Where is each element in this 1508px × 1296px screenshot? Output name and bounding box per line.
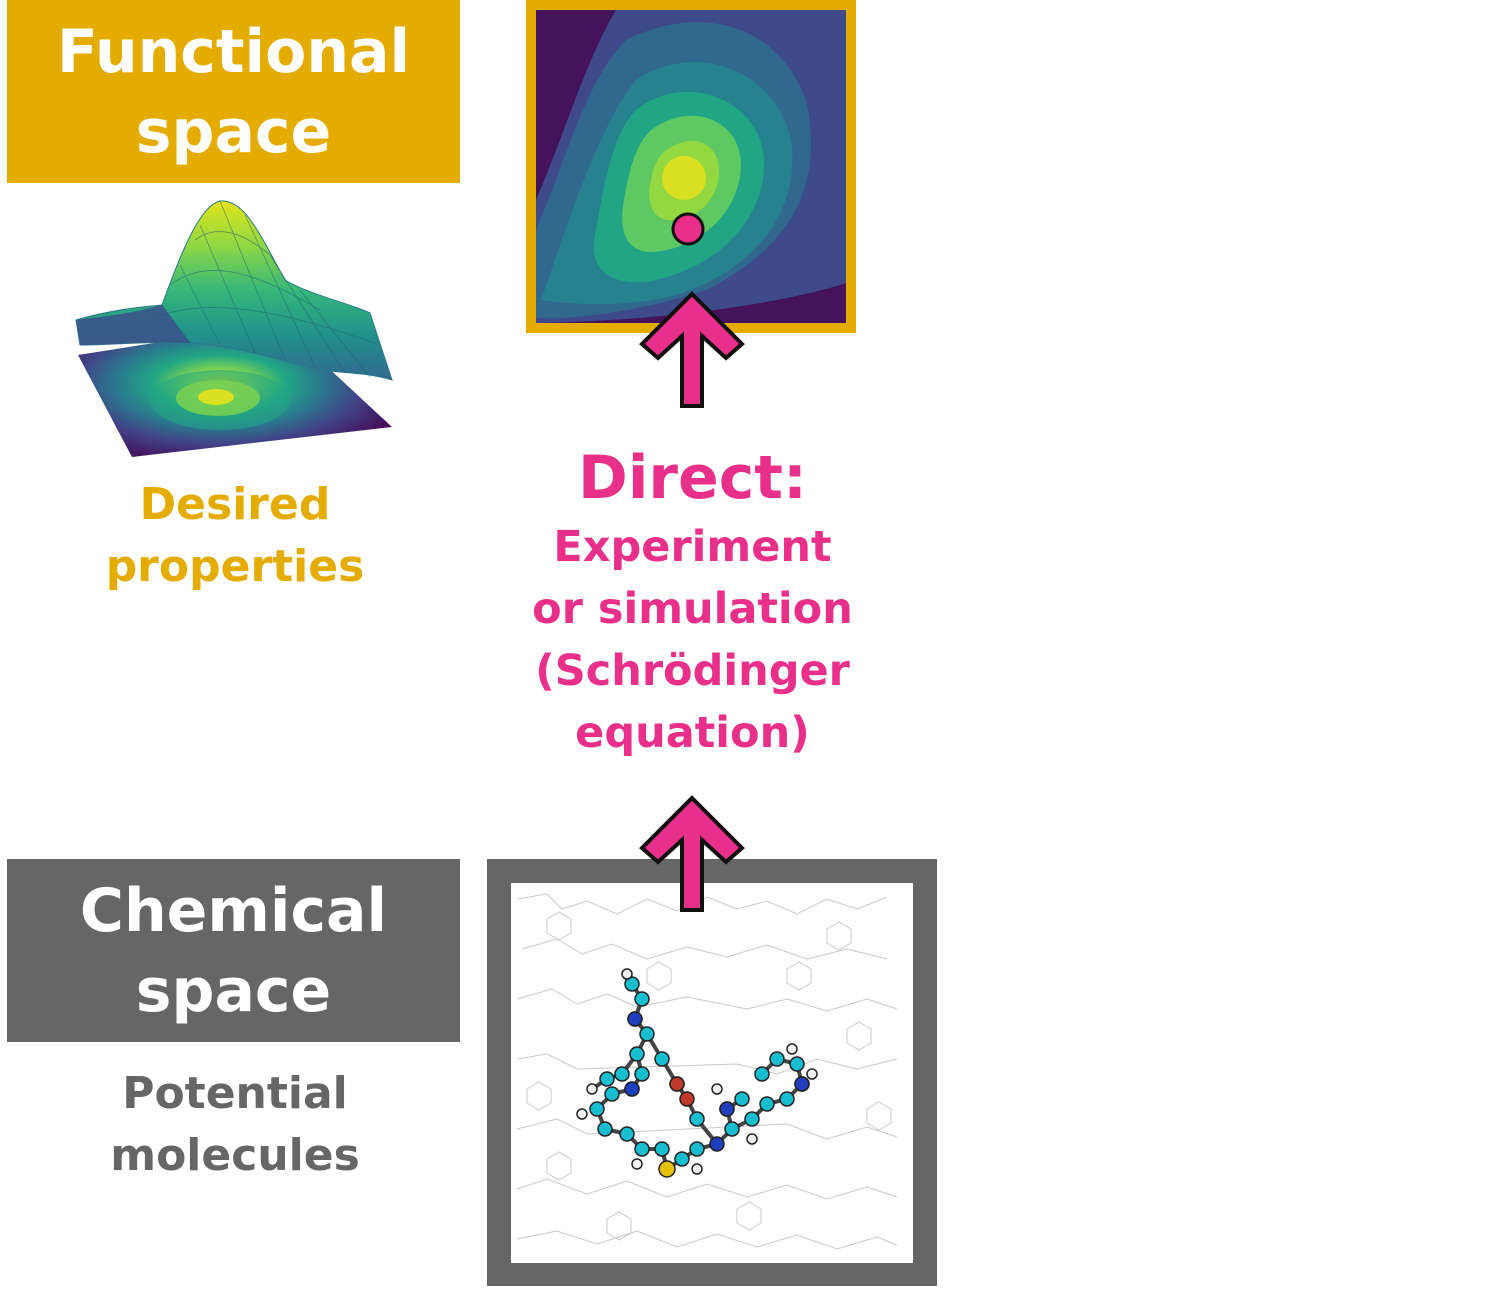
direct-heading: Direct: <box>578 443 807 513</box>
molecule-icon <box>487 859 937 1286</box>
direct-line3: (Schrödinger <box>535 646 850 696</box>
up-arrow-icon <box>639 795 745 912</box>
chemical-space-box: Chemical space <box>7 859 460 1042</box>
functional-space-box: Functional space <box>7 0 460 183</box>
3d-surface-plot-icon <box>75 200 393 457</box>
chemical-space-title-line2: space <box>135 955 332 1026</box>
up-arrow-icon <box>639 291 745 408</box>
functional-caption-line1: Desired <box>139 479 331 530</box>
functional-space-title-line2: space <box>135 96 332 167</box>
chemical-space-title-line1: Chemical <box>79 875 388 946</box>
functional-space-caption: Desired properties <box>60 474 410 598</box>
direct-line4: equation) <box>575 708 810 758</box>
direct-line2: or simulation <box>532 584 853 634</box>
contour-map-icon <box>526 0 856 333</box>
functional-caption-line2: properties <box>105 541 365 592</box>
direct-description: Direct: Experiment or simulation (Schröd… <box>500 440 885 764</box>
chemical-caption-line1: Potential <box>122 1068 348 1119</box>
chemical-space-caption: Potential molecules <box>60 1063 410 1187</box>
functional-space-title-line1: Functional <box>56 16 411 87</box>
direct-line1: Experiment <box>553 522 832 572</box>
chemical-caption-line2: molecules <box>110 1130 360 1181</box>
